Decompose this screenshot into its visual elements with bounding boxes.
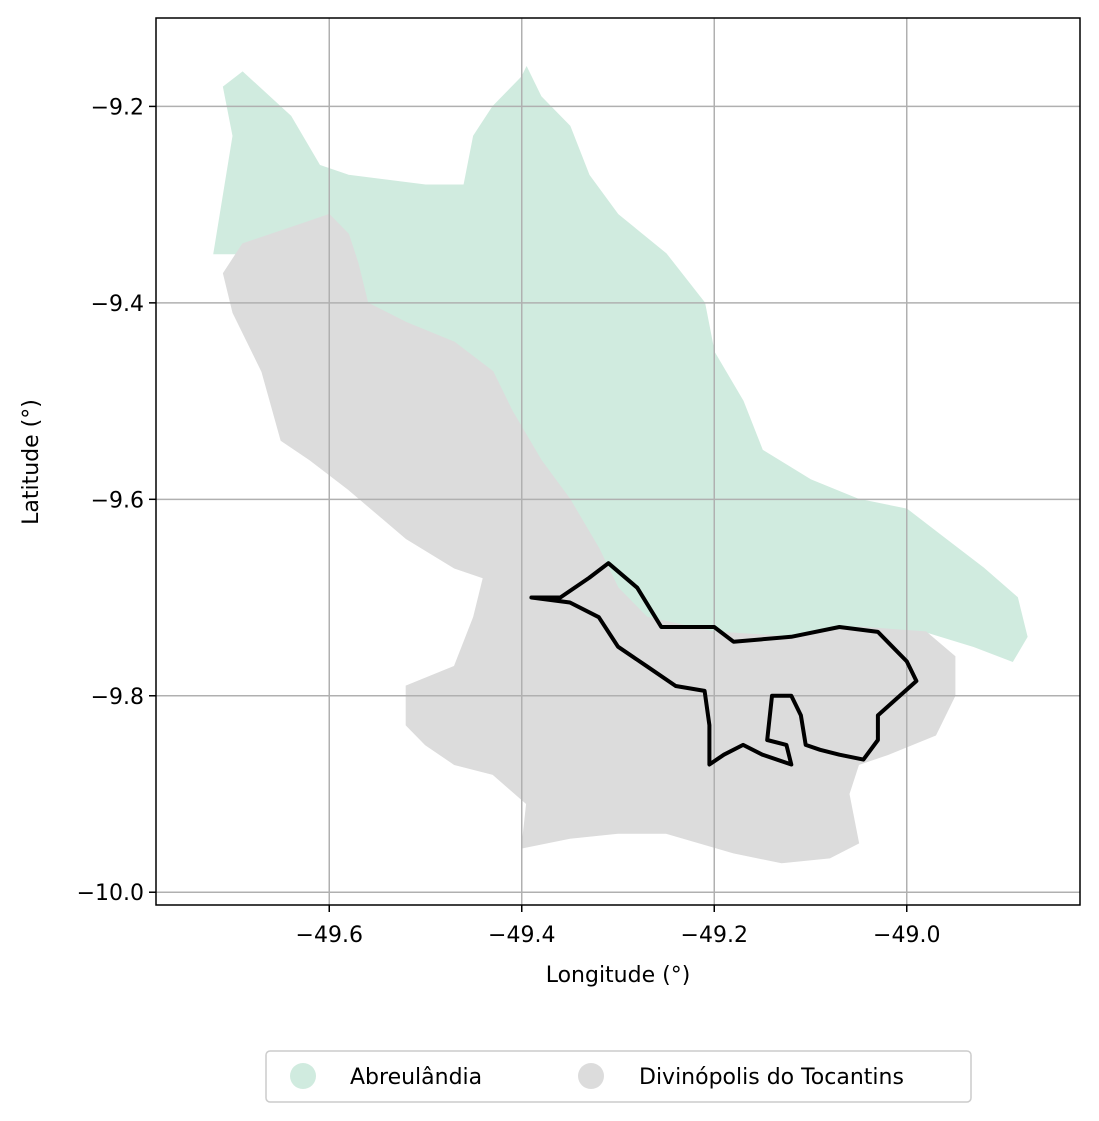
x-tick-label: −49.0 xyxy=(873,923,940,948)
y-axis-title: Latitude (°) xyxy=(19,399,44,525)
x-tick-label: −49.4 xyxy=(488,923,555,948)
plot-area xyxy=(155,17,1081,906)
y-tick-label: −10.0 xyxy=(77,881,144,906)
y-tick-label: −9.4 xyxy=(91,292,144,317)
legend: Abreulândia Divinópolis do Tocantins xyxy=(265,1050,972,1103)
legend-marker-abreulandia xyxy=(290,1063,316,1089)
x-axis-ticks: −49.6 −49.4 −49.2 −49.0 xyxy=(296,905,940,948)
y-tick-label: −9.6 xyxy=(91,488,144,513)
legend-label-abreulandia: Abreulândia xyxy=(350,1065,482,1090)
legend-marker-divinopolis xyxy=(578,1063,604,1089)
y-tick-label: −9.2 xyxy=(91,95,144,120)
x-tick-label: −49.2 xyxy=(681,923,748,948)
legend-frame xyxy=(265,1050,972,1103)
gridlines xyxy=(156,18,1080,905)
outline-layer xyxy=(529,561,919,767)
plot-frame xyxy=(155,17,1081,906)
y-axis-ticks: −9.2 −9.4 −9.6 −9.8 −10.0 xyxy=(77,95,156,906)
legend-label-divinopolis: Divinópolis do Tocantins xyxy=(639,1065,904,1090)
x-tick-label: −49.6 xyxy=(296,923,363,948)
outline-boundary xyxy=(529,561,919,767)
y-tick-label: −9.8 xyxy=(91,685,144,710)
x-axis-title: Longitude (°) xyxy=(546,963,691,988)
